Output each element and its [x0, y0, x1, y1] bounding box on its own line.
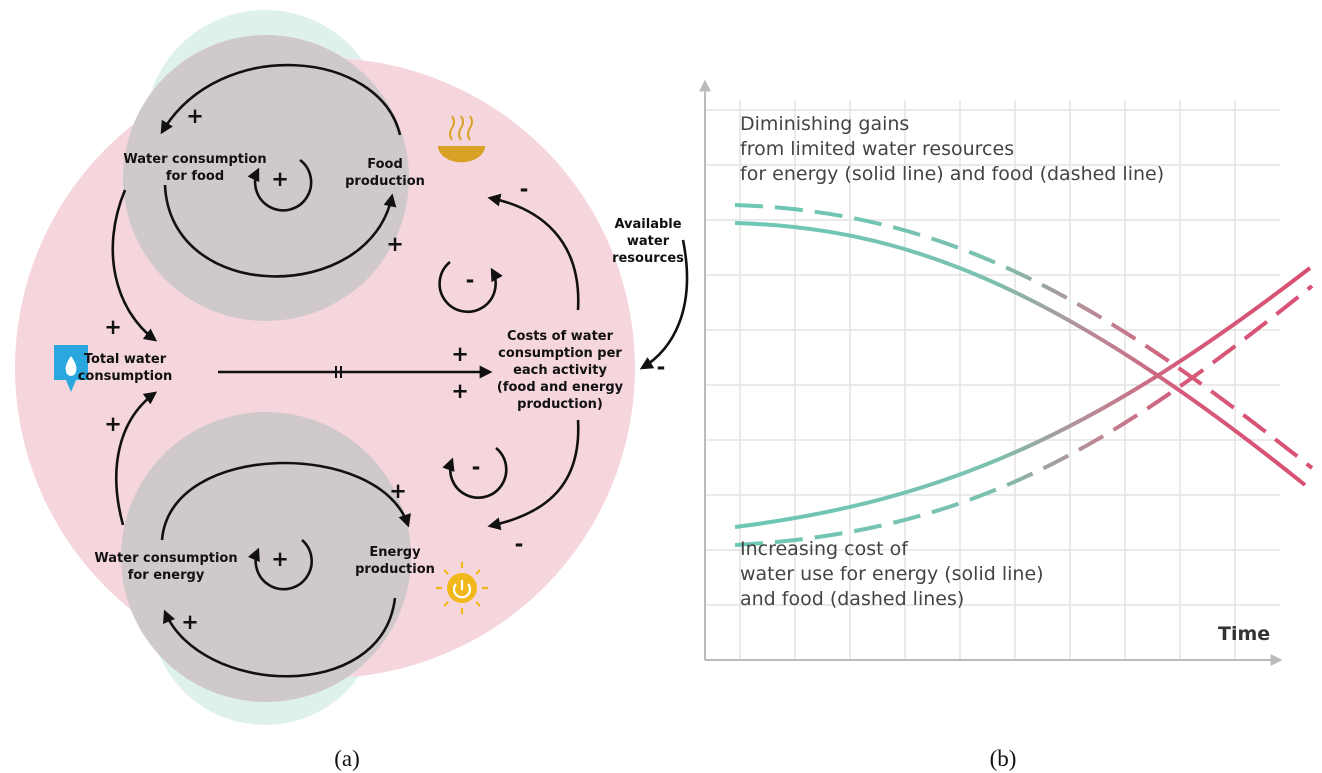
annotation: Increasing cost of	[740, 538, 909, 560]
panel-label: (a)	[334, 746, 360, 771]
bowl-icon	[438, 115, 485, 163]
loop-arrow	[247, 158, 313, 212]
annotation: water use for energy (solid line)	[740, 563, 1044, 585]
circle	[121, 412, 411, 702]
node-label: Energy	[369, 545, 421, 560]
grid	[705, 100, 1280, 660]
annotation: Diminishing gains	[740, 113, 909, 135]
arrow	[163, 184, 397, 278]
sign: +	[271, 167, 289, 191]
curve	[734, 203, 1314, 470]
sign: -	[472, 455, 481, 479]
arrow	[639, 239, 689, 370]
sign: -	[515, 532, 524, 556]
arrow	[163, 597, 397, 678]
node-label: Water consumption	[123, 152, 266, 167]
sign: +	[451, 342, 469, 366]
node-label: production	[345, 174, 425, 189]
arrow	[487, 193, 580, 311]
node-label: Available	[614, 217, 681, 232]
x-axis-label: Time	[1218, 623, 1270, 645]
node-label: for energy	[128, 568, 205, 583]
sign: +	[104, 315, 122, 339]
sign: +	[104, 412, 122, 436]
sun-icon	[436, 562, 488, 614]
loop-arrow	[438, 260, 503, 314]
node-label: each activity	[513, 363, 607, 378]
arrow	[111, 189, 158, 342]
panel-b	[699, 79, 1314, 666]
node-label: production)	[517, 397, 603, 412]
node-label: Total water	[84, 352, 167, 367]
curve	[734, 221, 1307, 487]
arrow	[160, 63, 402, 136]
sign: -	[657, 355, 666, 379]
loop-arrow	[442, 446, 508, 499]
node-label: water	[627, 234, 670, 249]
panel-label: (b)	[990, 746, 1017, 771]
annotation: for energy (solid line) and food (dashed…	[740, 163, 1164, 185]
sign: +	[181, 610, 199, 634]
node-label: Costs of water	[507, 329, 614, 344]
delay-mark	[335, 366, 342, 378]
node-label: Food	[367, 157, 403, 172]
node-label: consumption per	[498, 346, 622, 361]
loop-arrow	[247, 539, 313, 591]
node-label: for food	[166, 169, 224, 184]
node-label: Water consumption	[94, 551, 237, 566]
node-label: production	[355, 562, 435, 577]
sign: +	[451, 379, 469, 403]
node-label: consumption	[78, 369, 173, 384]
arrow	[160, 461, 411, 541]
node-label: resources	[612, 251, 684, 266]
arrow	[487, 419, 580, 531]
node-label: (food and energy	[497, 380, 624, 395]
sign: +	[389, 479, 407, 503]
arrow	[115, 391, 158, 526]
sign: +	[186, 104, 204, 128]
sign: +	[271, 547, 289, 571]
sign: +	[386, 232, 404, 256]
water-icon	[54, 345, 88, 392]
sign: -	[466, 268, 475, 292]
panel-a	[15, 10, 689, 725]
sign: -	[520, 177, 529, 201]
curve	[734, 266, 1312, 529]
annotation: and food (dashed lines)	[740, 588, 964, 610]
curve	[734, 284, 1314, 547]
annotation: from limited water resources	[740, 138, 1014, 160]
